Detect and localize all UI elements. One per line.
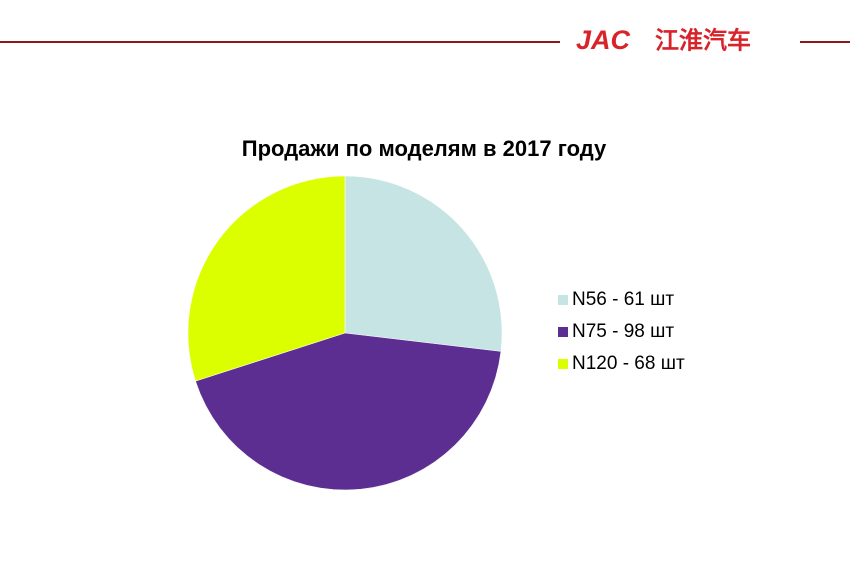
legend-swatch bbox=[558, 295, 568, 305]
legend-label: N75 - 98 шт bbox=[572, 321, 674, 342]
pie-slice bbox=[195, 332, 502, 491]
legend-swatch bbox=[558, 327, 568, 337]
pie-slice bbox=[187, 175, 346, 382]
legend-label: N56 - 61 шт bbox=[572, 289, 674, 310]
legend-label: N120 - 68 шт bbox=[572, 353, 685, 374]
logo-cn: 江淮汽车 bbox=[655, 26, 751, 54]
logo: JAC bbox=[576, 25, 631, 55]
legend-swatch bbox=[558, 359, 568, 369]
pie-slice bbox=[344, 175, 503, 352]
chart-title: Продажи по моделям в 2017 году bbox=[242, 136, 607, 161]
